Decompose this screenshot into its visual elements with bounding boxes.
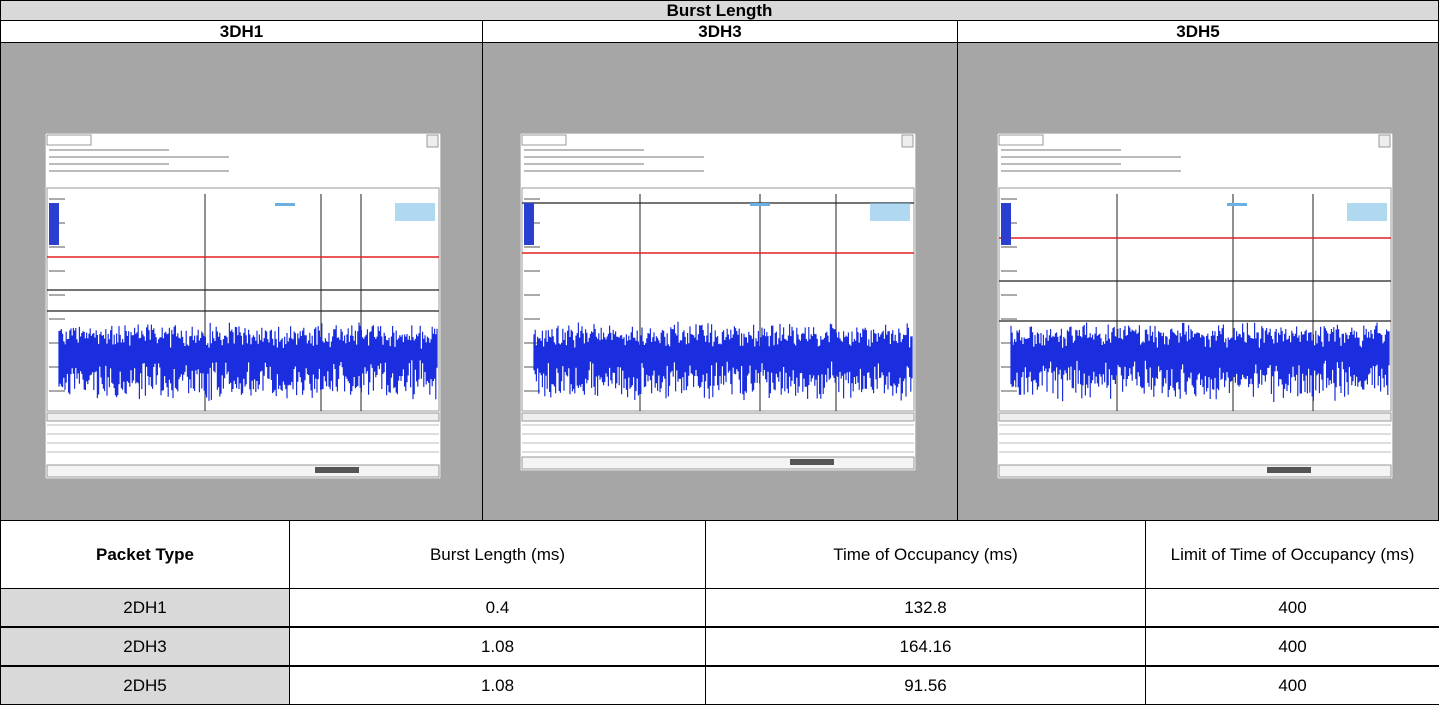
table-header-cell: Limit of Time of Occupancy (ms) xyxy=(1145,520,1439,589)
shot-shape xyxy=(49,294,65,296)
table-cell: 400 xyxy=(1145,627,1439,666)
shot-shape xyxy=(522,457,914,469)
shot-shape xyxy=(49,156,229,158)
table-header-cell: Time of Occupancy (ms) xyxy=(705,520,1146,589)
shot-shape xyxy=(315,467,359,473)
table-cell: 2DH1 xyxy=(0,588,290,627)
shot-shape xyxy=(524,294,540,296)
shot-shape xyxy=(790,459,834,465)
shot-shape xyxy=(395,203,435,221)
shot-shape xyxy=(49,318,65,320)
shot-shape xyxy=(524,170,704,172)
shot-shape xyxy=(999,465,1391,477)
shot-shape xyxy=(524,149,644,151)
shot-shape xyxy=(1001,294,1017,296)
table-cell: 91.56 xyxy=(705,666,1146,705)
table-cell: 164.16 xyxy=(705,627,1146,666)
shot-shape xyxy=(47,465,439,477)
column-header: 3DH5 xyxy=(957,20,1439,43)
shot-shape xyxy=(49,163,169,165)
screenshot xyxy=(520,133,916,471)
shot-shape xyxy=(522,135,566,145)
table-cell: 2DH3 xyxy=(0,627,290,666)
screenshot xyxy=(45,133,441,479)
shot-shape xyxy=(1001,270,1017,272)
table-cell: 400 xyxy=(1145,588,1439,627)
shot-shape xyxy=(1001,156,1181,158)
shot-shape xyxy=(524,318,540,320)
shot-shape xyxy=(750,203,770,206)
column-header: 3DH3 xyxy=(482,20,958,43)
shot-shape xyxy=(49,390,65,392)
shot-shape xyxy=(1001,390,1017,392)
shot-shape xyxy=(902,135,913,147)
shot-shape xyxy=(49,198,65,200)
table-cell: 400 xyxy=(1145,666,1439,705)
shot-shape xyxy=(999,413,1391,421)
table-cell: 1.08 xyxy=(289,627,706,666)
column-header: 3DH1 xyxy=(0,20,483,43)
shot-shape xyxy=(49,149,169,151)
shot-shape xyxy=(1347,203,1387,221)
shot-shape xyxy=(49,270,65,272)
shot-shape xyxy=(999,135,1043,145)
shot-shape xyxy=(49,203,59,245)
shot-shape xyxy=(49,246,65,248)
shot-shape xyxy=(524,390,540,392)
shot-shape xyxy=(524,163,644,165)
shot-shape xyxy=(524,198,540,200)
shot-shape xyxy=(47,135,91,145)
shot-shape xyxy=(1001,170,1181,172)
page: Burst Length 3DH1 3DH3 3DH5 Packet TypeB… xyxy=(0,0,1439,705)
shot-shape xyxy=(1001,163,1121,165)
shot-shape xyxy=(1379,135,1390,147)
shot-shape xyxy=(427,135,438,147)
table-cell: 1.08 xyxy=(289,666,706,705)
shot-shape xyxy=(1001,198,1017,200)
title-cell: Burst Length xyxy=(0,0,1439,21)
screenshot xyxy=(997,133,1393,479)
shot-shape xyxy=(1001,246,1017,248)
shot-shape xyxy=(47,413,439,421)
shot-shape xyxy=(49,170,229,172)
shot-shape xyxy=(522,413,914,421)
shot-shape xyxy=(1267,467,1311,473)
shot-shape xyxy=(1001,318,1017,320)
shot-shape xyxy=(524,156,704,158)
table-cell: 2DH5 xyxy=(0,666,290,705)
shot-shape xyxy=(1227,203,1247,206)
table-header-cell: Burst Length (ms) xyxy=(289,520,706,589)
shot-shape xyxy=(1001,203,1011,245)
table-cell: 0.4 xyxy=(289,588,706,627)
shot-shape xyxy=(524,246,540,248)
shot-shape xyxy=(524,270,540,272)
shot-shape xyxy=(524,203,534,245)
table-cell: 132.8 xyxy=(705,588,1146,627)
shot-shape xyxy=(870,203,910,221)
table-header-cell: Packet Type xyxy=(0,520,290,589)
shot-shape xyxy=(1001,149,1121,151)
shot-shape xyxy=(275,203,295,206)
